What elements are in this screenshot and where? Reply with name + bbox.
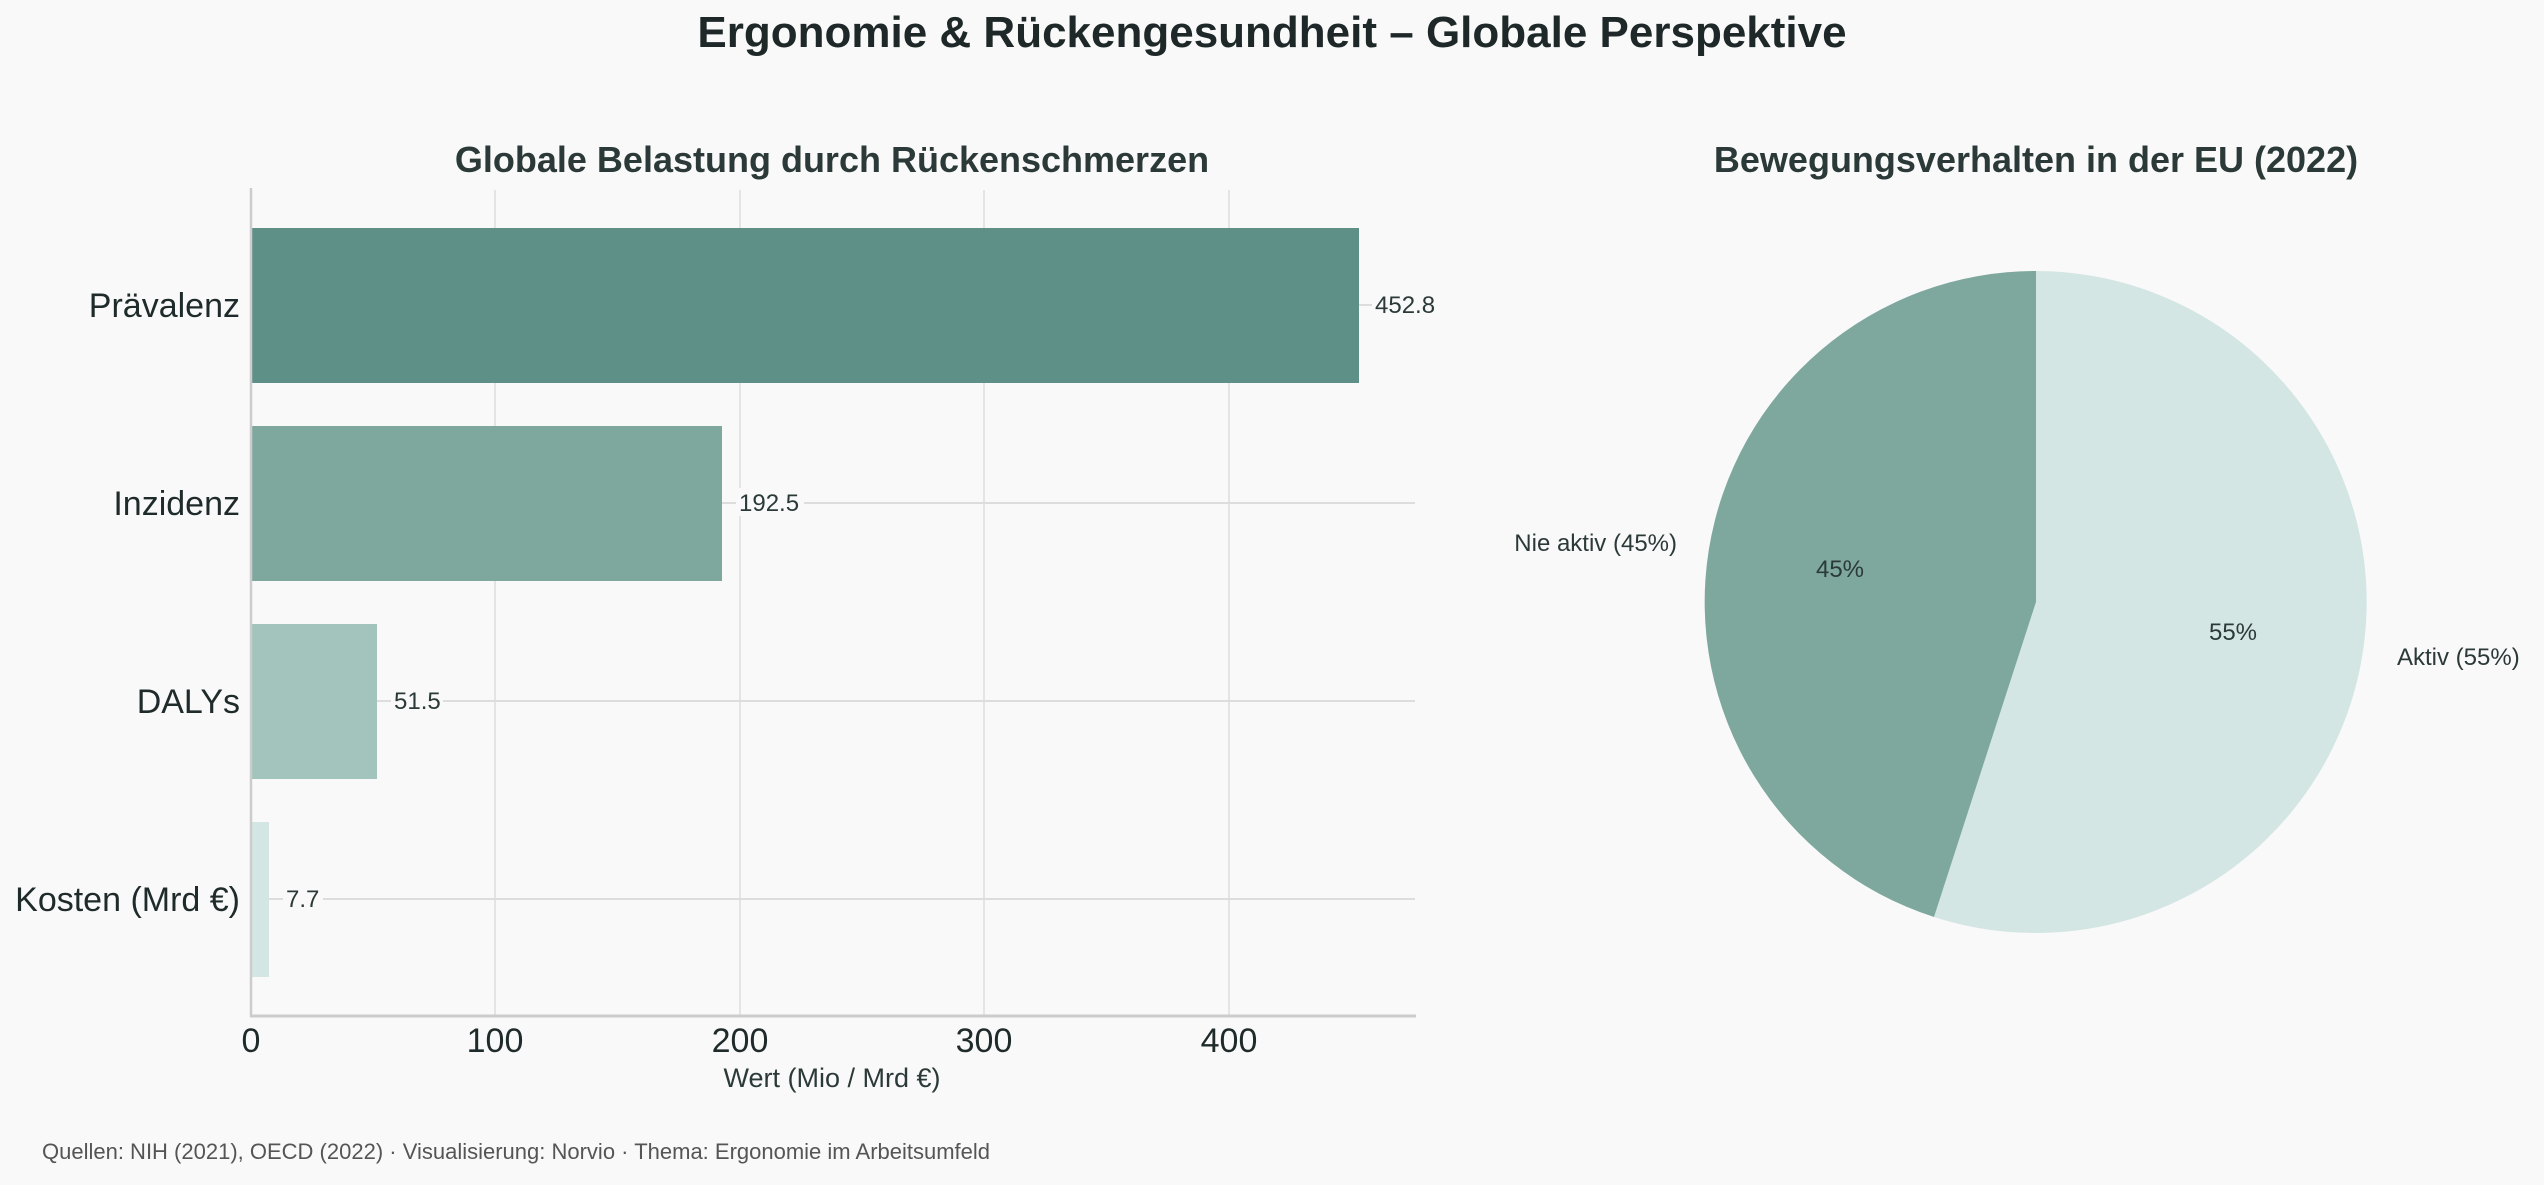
value-label-kosten: 7.7 <box>286 886 319 913</box>
x-tick-300: 300 <box>956 1022 1013 1060</box>
value-label-dalys: 51.5 <box>394 688 441 715</box>
x-tick-200: 200 <box>712 1022 769 1060</box>
category-label-dalys: DALYs <box>137 683 240 721</box>
pie-pct-nie-aktiv: 45% <box>1816 556 1864 583</box>
pie-chart: Bewegungsverhalten in der EU (2022) 55% … <box>1514 139 2520 933</box>
bar-kosten <box>252 822 269 977</box>
pie-slice-aktiv <box>1934 271 2367 933</box>
category-label-praevalenz: Prävalenz <box>89 287 240 325</box>
bar-praevalenz <box>252 228 1359 383</box>
pie-label-nie-aktiv: Nie aktiv (45%) <box>1514 530 1677 557</box>
x-axis-label: Wert (Mio / Mrd €) <box>723 1063 940 1093</box>
bar-dalys <box>252 624 377 779</box>
value-label-praevalenz: 452.8 <box>1375 292 1435 319</box>
pie-slice-nie-aktiv <box>1704 270 2036 917</box>
source-footnote: Quellen: NIH (2021), OECD (2022) · Visua… <box>42 1139 991 1164</box>
bar-chart-title: Globale Belastung durch Rückenschmerzen <box>455 139 1209 180</box>
value-label-inzidenz: 192.5 <box>739 490 799 517</box>
bar-inzidenz <box>252 426 722 581</box>
x-tick-100: 100 <box>467 1022 524 1060</box>
category-label-inzidenz: Inzidenz <box>113 485 240 523</box>
pie-label-aktiv: Aktiv (55%) <box>2397 644 2520 671</box>
pie-pct-aktiv: 55% <box>2209 619 2257 646</box>
bar-chart: Globale Belastung durch Rückenschmerzen … <box>15 139 1440 1093</box>
x-tick-400: 400 <box>1201 1022 1258 1060</box>
x-tick-0: 0 <box>242 1022 261 1060</box>
category-label-kosten: Kosten (Mrd €) <box>15 881 240 919</box>
y-gridlines <box>251 304 1415 900</box>
pie-chart-title: Bewegungsverhalten in der EU (2022) <box>1714 139 2358 180</box>
figure-title: Ergonomie & Rückengesundheit – Globale P… <box>697 8 1847 57</box>
